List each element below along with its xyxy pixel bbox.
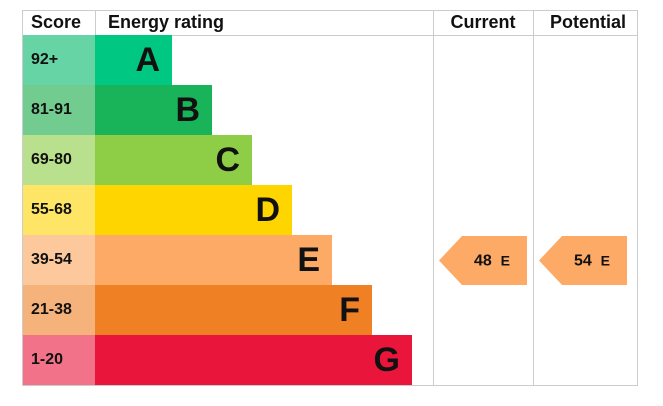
rating-bar <box>95 85 212 135</box>
score-label: 92+ <box>31 51 58 68</box>
potential-label: 54 E <box>574 252 610 270</box>
current-arrow <box>439 236 527 285</box>
score-label: 69-80 <box>31 151 72 168</box>
score-cell <box>23 185 95 235</box>
header-rating: Energy rating <box>108 12 224 32</box>
rating-letter: C <box>215 141 240 179</box>
header-potential: Potential <box>550 12 626 32</box>
current-rating: E <box>501 252 510 268</box>
header-current: Current <box>450 12 515 32</box>
frame <box>22 10 638 386</box>
current-score: 48 <box>474 253 492 270</box>
rating-letter: G <box>374 341 400 379</box>
potential-rating: E <box>601 252 610 268</box>
rating-bar <box>95 35 172 85</box>
current-label: 48 E <box>474 252 510 270</box>
header-score: Score <box>31 12 81 32</box>
potential-arrow <box>539 236 627 285</box>
score-cell <box>23 35 95 85</box>
rating-bar <box>95 335 412 385</box>
rating-bar <box>95 135 252 185</box>
score-label: 55-68 <box>31 201 72 218</box>
rating-letter: D <box>255 191 280 229</box>
score-label: 81-91 <box>31 101 72 118</box>
rating-bar <box>95 285 372 335</box>
score-label: 1-20 <box>31 351 63 368</box>
score-cell <box>23 285 95 335</box>
rating-bar <box>95 185 292 235</box>
rating-letter: E <box>297 241 320 279</box>
score-label: 21-38 <box>31 301 72 318</box>
score-label: 39-54 <box>31 251 72 268</box>
rating-letter: B <box>175 91 200 129</box>
score-cell <box>23 135 95 185</box>
rating-letter: F <box>339 291 360 329</box>
score-cell <box>23 235 95 285</box>
rating-letter: A <box>135 41 160 79</box>
score-cell <box>23 85 95 135</box>
potential-score: 54 <box>574 253 592 270</box>
score-cell <box>23 335 95 385</box>
rating-bar <box>95 235 332 285</box>
